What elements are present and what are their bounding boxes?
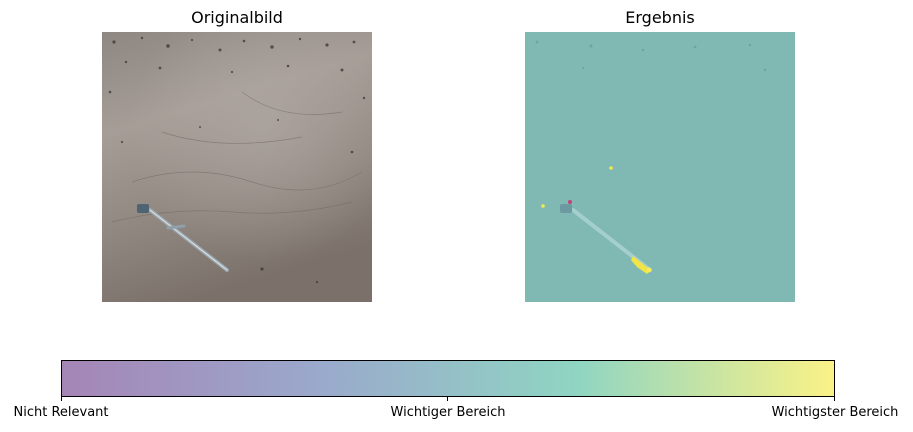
colorbar-tick-nicht-relevant [61,397,62,401]
original-image-title: Originalbild [191,8,283,27]
colorbar-tick-wichtigster-bereich [834,397,835,401]
colorbar-label-wichtigster-bereich: Wichtigster Bereich [771,405,899,420]
colorbar-tick-wichtiger-bereich [447,397,448,401]
original-image [102,32,372,302]
relevance-colorbar [61,360,835,397]
colorbar-label-nicht-relevant: Nicht Relevant [13,405,109,420]
result-image-title: Ergebnis [625,8,695,27]
result-image [525,32,795,302]
colorbar-label-wichtiger-bereich: Wichtiger Bereich [390,405,506,420]
